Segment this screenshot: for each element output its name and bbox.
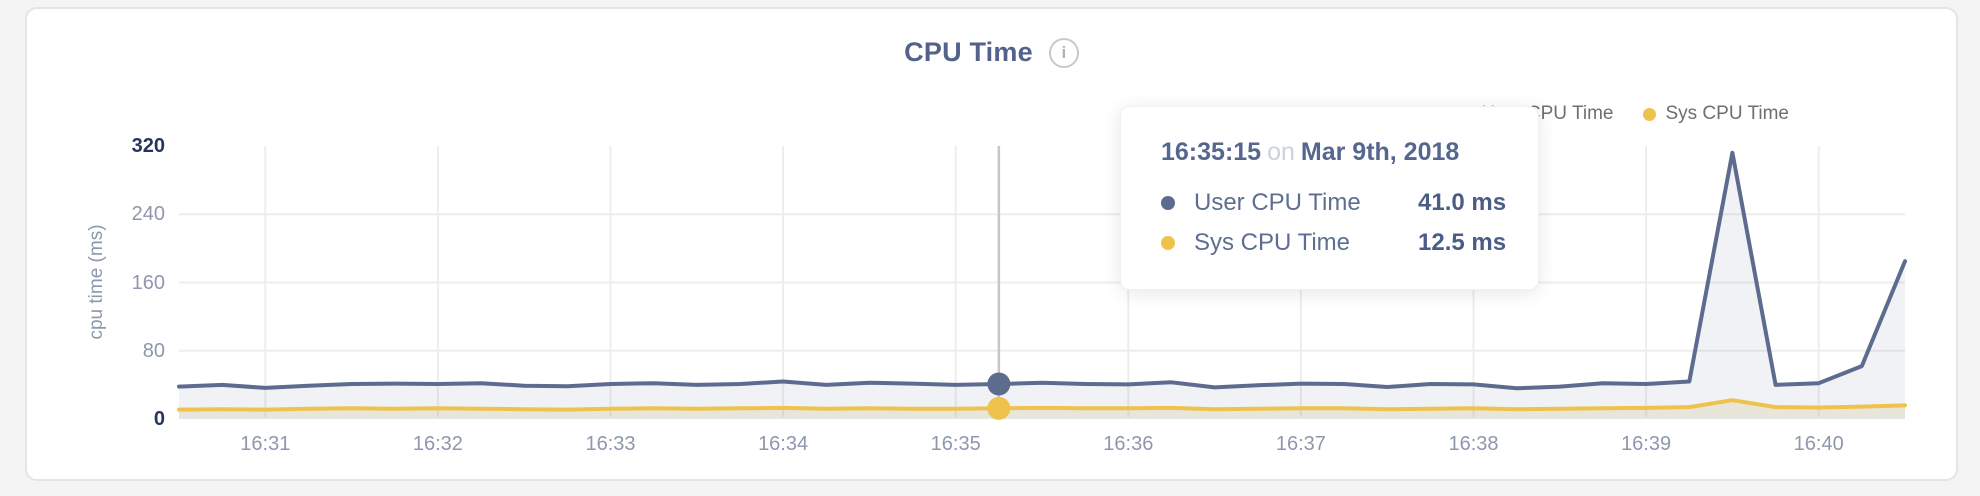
tooltip-connector: on — [1267, 138, 1295, 166]
y-axis-title: cpu time (ms) — [86, 224, 107, 340]
tooltip-rows: User CPU Time 41.0 ms Sys CPU Time 12.5 ms — [1161, 183, 1510, 263]
chart-header: CPU Time i — [27, 37, 1956, 68]
hover-tooltip: 16:35:15 on Mar 9th, 2018 User CPU Time 41.… — [1120, 106, 1539, 290]
area-user-cpu-time — [179, 152, 1905, 420]
x-tick-label: 16:35 — [930, 433, 981, 455]
x-tick-label: 16:31 — [240, 433, 291, 455]
y-tick-label: 320 — [131, 135, 165, 157]
tooltip-time: 16:35:15 — [1161, 138, 1262, 166]
chart-svg[interactable] — [177, 146, 1907, 420]
legend-dot-sys-cpu-time — [1643, 107, 1657, 121]
x-tick-label: 16:37 — [1275, 433, 1326, 455]
legend-item-sys-cpu-time[interactable]: Sys CPU Time — [1643, 103, 1789, 125]
tooltip-date: Mar 9th, 2018 — [1300, 138, 1460, 166]
tooltip-series-label: User CPU Time — [1194, 189, 1361, 216]
tooltip-series-label: Sys CPU Time — [1194, 229, 1351, 256]
tooltip-series-dot — [1161, 236, 1175, 250]
chart-title: CPU Time — [904, 37, 1033, 67]
legend-label: Sys CPU Time — [1665, 103, 1789, 124]
info-icon[interactable]: i — [1048, 37, 1079, 68]
tooltip-series-dot — [1161, 196, 1175, 210]
hover-dot-sys-cpu-time — [987, 396, 1011, 420]
chart-card: CPU Time i User CPU Time Sys CPU Time 16:… — [25, 7, 1958, 481]
tooltip-series-value: 12.5 ms — [1418, 229, 1507, 256]
y-tick-label: 0 — [153, 408, 165, 430]
x-tick-label: 16:36 — [1103, 433, 1154, 455]
x-tick-label: 16:40 — [1793, 433, 1844, 455]
x-tick-label: 16:39 — [1621, 433, 1672, 455]
tooltip-series-value: 41.0 ms — [1418, 189, 1507, 216]
x-tick-label: 16:33 — [585, 433, 636, 455]
tooltip-row-user-cpu-time: User CPU Time 41.0 ms — [1161, 183, 1510, 223]
line-sys-cpu-time — [177, 398, 1907, 412]
y-tick-label: 80 — [142, 339, 165, 362]
y-tick-label: 160 — [131, 271, 165, 294]
chart-plot-area[interactable] — [177, 146, 1907, 420]
y-tick-label: 240 — [131, 203, 165, 226]
x-tick-label: 16:38 — [1448, 433, 1499, 455]
hover-dot-user-cpu-time — [987, 372, 1011, 396]
line-user-cpu-time — [177, 150, 1907, 391]
x-tick-label: 16:32 — [412, 433, 463, 455]
tooltip-header: 16:35:15 on Mar 9th, 2018 — [1161, 137, 1510, 167]
x-tick-label: 16:34 — [758, 433, 809, 455]
tooltip-row-sys-cpu-time: Sys CPU Time 12.5 ms — [1161, 223, 1510, 263]
